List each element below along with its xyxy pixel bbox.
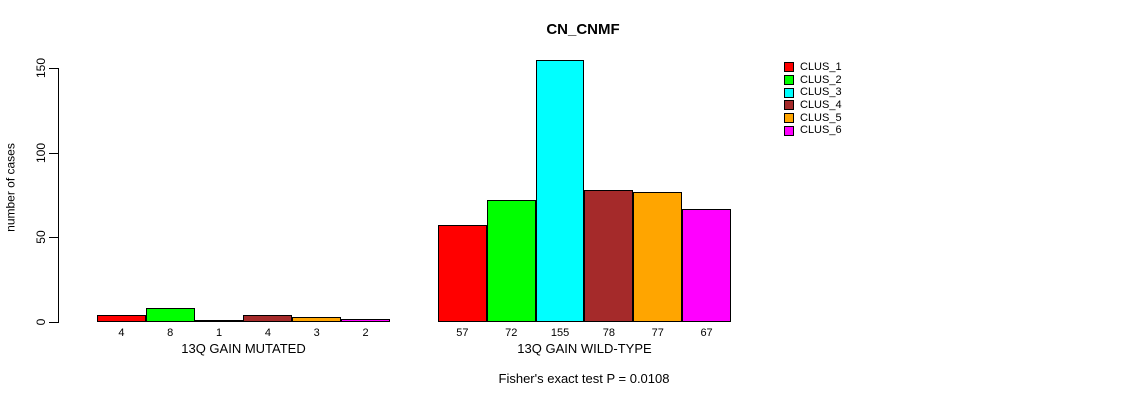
y-tick-mark: [49, 237, 58, 239]
bar-clus_2-group2: [486, 200, 536, 322]
bar-value-label: 8: [167, 327, 174, 339]
x-group-label: 13Q GAIN MUTATED: [181, 341, 306, 356]
bar-value-label: 77: [651, 327, 664, 339]
bar-value-label: 3: [313, 327, 320, 339]
bar-clus_6-group2: [682, 208, 731, 322]
legend-swatch: [784, 62, 794, 73]
bar-value-label: 1: [216, 327, 223, 339]
legend: CLUS_1 CLUS_2 CLUS_3 CLUS_4 CLUS_5 CLUS_6: [784, 61, 842, 137]
legend-label: CLUS_5: [800, 111, 842, 124]
bar-clus_3-group2: [535, 59, 585, 322]
y-tick-mark: [49, 152, 58, 154]
bar-clus_3-group1: [194, 320, 244, 322]
legend-swatch: [784, 125, 794, 136]
bar-value-label: 155: [550, 327, 570, 339]
bar-value-label: 4: [118, 327, 125, 339]
y-tick-mark: [49, 68, 58, 69]
legend-label: CLUS_2: [800, 73, 842, 86]
legend-label: CLUS_6: [800, 124, 842, 137]
bar-value-label: 67: [700, 327, 713, 339]
bar-clus_4-group1: [243, 315, 293, 322]
legend-item: CLUS_3: [784, 86, 842, 99]
bar-value-label: 78: [602, 327, 616, 339]
y-axis-line: [58, 68, 59, 323]
legend-item: CLUS_4: [784, 99, 842, 112]
bar-value-label: 2: [362, 327, 369, 339]
legend-item: CLUS_2: [784, 74, 842, 87]
y-tick-label: 50: [34, 230, 48, 245]
legend-swatch: [784, 100, 794, 111]
legend-item: CLUS_1: [784, 61, 842, 74]
footnote: Fisher's exact test P = 0.0108: [498, 371, 670, 386]
bar-clus_6-group1: [341, 318, 390, 322]
legend-swatch: [784, 113, 794, 124]
legend-label: CLUS_1: [800, 60, 842, 73]
y-tick-label: 100: [34, 142, 48, 163]
legend-swatch: [784, 75, 794, 86]
y-tick-mark: [49, 322, 58, 323]
legend-swatch: [784, 87, 794, 98]
legend-label: CLUS_4: [800, 98, 842, 111]
bar-value-label: 72: [505, 327, 518, 339]
bar-value-label: 57: [456, 327, 469, 339]
bar-clus_4-group2: [584, 189, 634, 322]
bar-clus_5-group1: [292, 316, 342, 322]
legend-item: CLUS_6: [784, 124, 842, 137]
y-tick-label: 0: [34, 318, 48, 326]
bar-clus_2-group1: [145, 308, 195, 322]
chart-title: CN_CNMF: [546, 21, 620, 38]
bar-clus_1-group1: [97, 315, 146, 322]
y-tick-label: 150: [34, 57, 48, 79]
bar-clus_1-group2: [438, 225, 487, 322]
y-axis-label: number of cases: [3, 143, 18, 232]
bar-clus_5-group2: [633, 191, 683, 322]
bar-value-label: 4: [264, 327, 271, 339]
legend-item: CLUS_5: [784, 112, 842, 125]
x-group-label: 13Q GAIN WILD-TYPE: [517, 341, 652, 356]
legend-label: CLUS_3: [800, 86, 842, 99]
